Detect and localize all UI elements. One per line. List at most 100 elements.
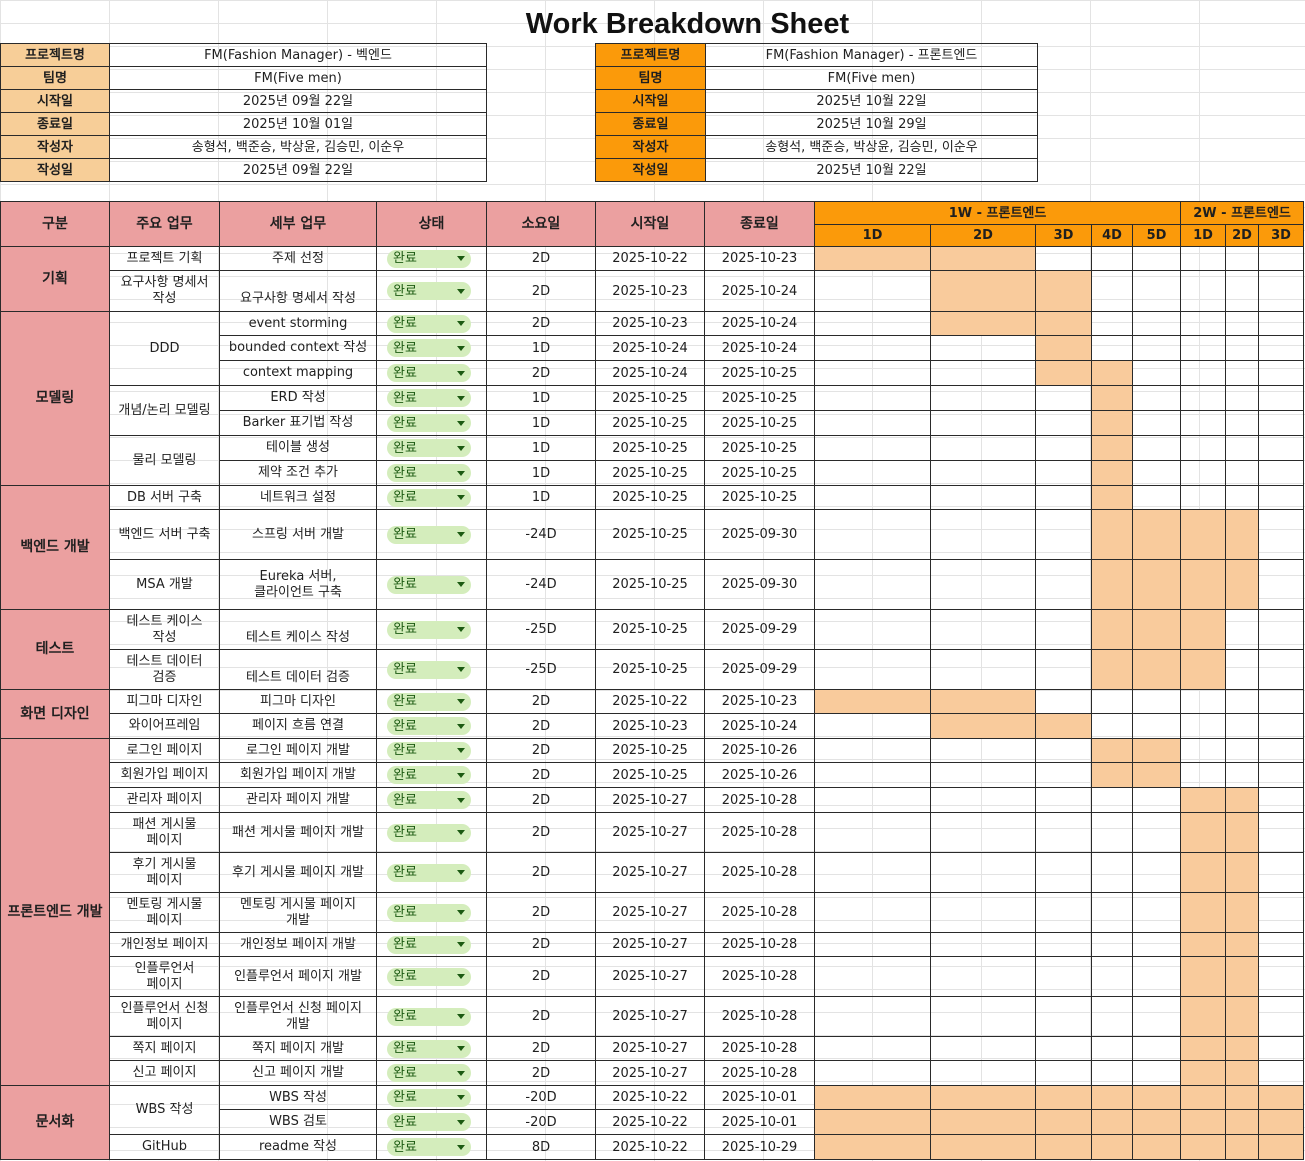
status-dropdown[interactable]: 완료 — [387, 791, 471, 809]
start-date-cell: 2025-10-23 — [595, 713, 705, 739]
duration-cell: 2D — [486, 246, 596, 271]
status-dropdown[interactable]: 완료 — [387, 339, 471, 357]
status-dropdown[interactable]: 완료 — [387, 1064, 471, 1082]
gantt-empty-cell — [1131, 852, 1182, 893]
table-row: context mapping 완료 2D 2025-10-24 2025-10-25 — [1, 360, 1305, 386]
gantt-empty-cell — [1091, 852, 1133, 893]
gantt-empty-cell — [930, 435, 1036, 461]
gantt-bar-cell — [1180, 852, 1227, 893]
gantt-empty-cell — [930, 410, 1036, 436]
status-value: 완료 — [393, 743, 417, 758]
gantt-empty-cell — [1091, 713, 1133, 739]
status-cell: 완료 — [376, 410, 487, 436]
gantt-empty-cell — [1091, 787, 1133, 813]
status-value: 완료 — [393, 283, 417, 299]
status-dropdown[interactable]: 완료 — [387, 741, 471, 760]
gantt-bar-cell — [1258, 1109, 1305, 1135]
start-date-cell: 2025-10-24 — [595, 360, 705, 386]
header-start-date: 시작일 — [595, 201, 705, 247]
gantt-bar-cell — [1180, 956, 1227, 997]
status-cell: 완료 — [376, 246, 487, 271]
status-dropdown[interactable]: 완료 — [387, 903, 471, 922]
status-dropdown[interactable]: 완료 — [387, 525, 471, 544]
status-dropdown[interactable]: 완료 — [387, 766, 471, 784]
status-dropdown[interactable]: 완료 — [387, 249, 471, 268]
dropdown-caret-icon — [457, 667, 465, 672]
gantt-empty-cell — [930, 932, 1036, 957]
status-dropdown[interactable]: 완료 — [387, 660, 471, 679]
status-dropdown[interactable]: 완료 — [387, 935, 471, 954]
gantt-empty-cell — [1258, 932, 1305, 957]
gantt-empty-cell — [1035, 892, 1092, 933]
status-dropdown[interactable]: 완료 — [387, 967, 471, 986]
status-value: 완료 — [393, 490, 417, 505]
end-date-cell: 2025-10-28 — [704, 852, 815, 893]
status-dropdown[interactable]: 완료 — [387, 863, 471, 882]
end-date-cell: 2025-10-28 — [704, 1036, 815, 1061]
gantt-bar-cell — [930, 270, 1036, 312]
status-dropdown[interactable]: 완료 — [387, 464, 471, 482]
backend-info-label: 프로젝트명 — [0, 43, 110, 67]
header-day: 2D — [1225, 224, 1260, 247]
table-row: 쪽지 페이지 쪽지 페이지 개발 완료 2D 2025-10-27 2025-10-28 — [1, 1036, 1305, 1061]
gantt-empty-cell — [1035, 1036, 1092, 1061]
status-dropdown[interactable]: 완료 — [387, 1088, 471, 1107]
status-dropdown[interactable]: 완료 — [387, 575, 471, 594]
status-dropdown[interactable]: 완료 — [387, 823, 471, 842]
sub-task-cell: 회원가입 페이지 개발 — [219, 762, 377, 788]
gantt-empty-cell — [1225, 713, 1260, 739]
sub-task-cell: ERD 작성 — [219, 385, 377, 411]
gantt-empty-cell — [814, 649, 931, 690]
sub-task-cell: 로그인 페이지 개발 — [219, 738, 377, 763]
gantt-empty-cell — [930, 738, 1036, 763]
sub-task-cell: 테스트 케이스 작성 — [219, 609, 377, 650]
duration-cell: 2D — [486, 360, 596, 386]
status-cell: 완료 — [376, 852, 487, 893]
duration-cell: 2D — [486, 812, 596, 853]
gantt-empty-cell — [814, 892, 931, 933]
status-dropdown[interactable]: 완료 — [387, 620, 471, 639]
end-date-cell: 2025-10-25 — [704, 485, 815, 510]
end-date-cell: 2025-10-26 — [704, 762, 815, 788]
gantt-empty-cell — [814, 762, 931, 788]
gantt-bar-cell — [1180, 509, 1227, 560]
main-task-cell: 요구사항 명세서 작성 — [109, 270, 220, 312]
status-cell: 완료 — [376, 787, 487, 813]
gantt-empty-cell — [1091, 270, 1133, 312]
duration-cell: -20D — [486, 1109, 596, 1135]
status-cell: 완료 — [376, 385, 487, 411]
status-dropdown[interactable]: 완료 — [387, 314, 471, 333]
status-dropdown[interactable]: 완료 — [387, 282, 471, 300]
category-test: 테스트 — [0, 609, 110, 690]
status-dropdown[interactable]: 완료 — [387, 364, 471, 382]
table-row: 개념/논리 모델링 ERD 작성 완료 1D 2025-10-25 2025-10-25 — [1, 385, 1305, 436]
gantt-empty-cell — [930, 1036, 1036, 1061]
table-row: 패션 게시물 페이지 패션 게시물 페이지 개발 완료 2D 2025-10-27 202… — [1, 812, 1305, 853]
status-dropdown[interactable]: 완료 — [387, 1138, 471, 1156]
gantt-bar-cell — [1131, 649, 1182, 690]
frontend-info-value: 송형석, 백준승, 박상윤, 김승민, 이순우 — [705, 135, 1038, 159]
status-dropdown[interactable]: 완료 — [387, 488, 471, 507]
status-dropdown[interactable]: 완료 — [387, 1039, 471, 1058]
gantt-bar-cell — [1131, 762, 1182, 788]
gantt-empty-cell — [1225, 335, 1260, 361]
gantt-empty-cell — [1225, 385, 1260, 411]
start-date-cell: 2025-10-22 — [595, 1085, 705, 1110]
gantt-bar-cell — [1035, 270, 1092, 312]
status-value: 완료 — [393, 1065, 417, 1081]
status-dropdown[interactable]: 완료 — [387, 439, 471, 457]
status-dropdown[interactable]: 완료 — [387, 414, 471, 432]
gantt-bar-cell — [1091, 559, 1133, 610]
gantt-bar-cell — [1180, 787, 1227, 813]
table-row: 문서화 WBS 작성 WBS 작성 완료 -20D 2025-10-22 2025-10-0… — [0, 1085, 1305, 1160]
table-row: 회원가입 페이지 회원가입 페이지 개발 완료 2D 2025-10-25 2025-10… — [1, 762, 1305, 788]
status-cell: 완료 — [376, 485, 487, 510]
status-dropdown[interactable]: 완료 — [387, 717, 471, 735]
status-dropdown[interactable]: 완료 — [387, 1113, 471, 1131]
status-dropdown[interactable]: 완료 — [387, 389, 471, 407]
status-dropdown[interactable]: 완료 — [387, 692, 471, 711]
end-date-cell: 2025-10-28 — [704, 1060, 815, 1086]
status-cell: 완료 — [376, 435, 487, 461]
gantt-bar-cell — [1180, 559, 1227, 610]
status-dropdown[interactable]: 완료 — [387, 1007, 471, 1026]
